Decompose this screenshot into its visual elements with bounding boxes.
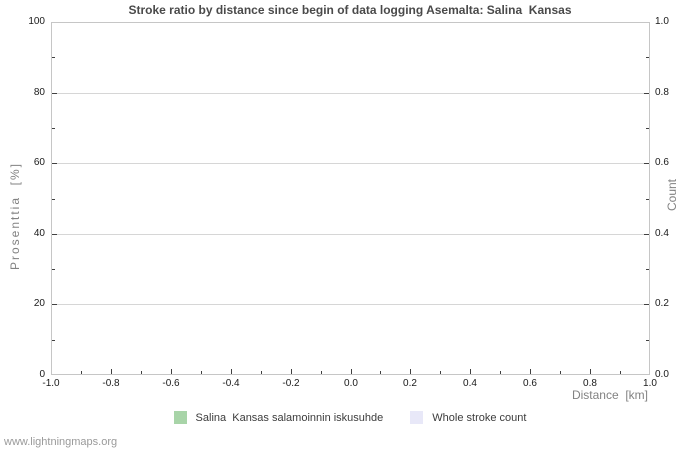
tick-label: 1.0 [643, 378, 657, 389]
tick-label: 0.4 [655, 228, 669, 239]
axis-tick [380, 371, 381, 374]
axis-tick [646, 340, 649, 341]
axis-tick [440, 371, 441, 374]
tick-label: -0.8 [102, 378, 120, 389]
tick-label: 80 [33, 87, 45, 98]
tick-label: 0.2 [655, 298, 669, 309]
watermark-text: www.lightningmaps.org [4, 436, 118, 448]
gridline [51, 234, 650, 235]
axis-tick [590, 369, 591, 374]
axis-tick [141, 371, 142, 374]
axis-tick [52, 234, 57, 235]
tick-label: 0.8 [655, 87, 669, 98]
axis-tick [644, 304, 649, 305]
axis-tick [291, 369, 292, 374]
legend-swatch-whole-stroke-count [410, 411, 424, 424]
plot-area [51, 22, 650, 375]
axis-tick [644, 234, 649, 235]
legend-label-stroke-ratio: Salina Kansas salamoinnin iskusuhde [195, 411, 384, 424]
axis-tick [261, 371, 262, 374]
axis-tick [646, 199, 649, 200]
axis-tick [52, 57, 55, 58]
axis-tick [500, 371, 501, 374]
tick-label: -1.0 [42, 378, 60, 389]
tick-label: 0.8 [583, 378, 597, 389]
gridline [51, 163, 650, 164]
axis-tick [201, 371, 202, 374]
tick-label: 0.0 [344, 378, 358, 389]
legend-item-whole-stroke-count: Whole stroke count [410, 411, 526, 424]
tick-label: 40 [33, 228, 45, 239]
axis-tick [620, 371, 621, 374]
axis-tick [530, 369, 531, 374]
axis-tick [646, 128, 649, 129]
axis-tick [351, 369, 352, 374]
axis-tick [81, 371, 82, 374]
axis-tick [410, 369, 411, 374]
gridline [51, 304, 650, 305]
legend: Salina Kansas salamoinnin iskusuhde Whol… [0, 411, 700, 424]
axis-tick [644, 93, 649, 94]
axis-tick [644, 163, 649, 164]
legend-swatch-stroke-ratio [173, 411, 187, 424]
axis-tick [52, 269, 55, 270]
axis-tick [52, 304, 57, 305]
gridline [51, 93, 650, 94]
axis-tick [52, 93, 57, 94]
axis-tick [231, 369, 232, 374]
y-axis-label-right: Count [665, 178, 679, 212]
tick-label: 20 [33, 298, 45, 309]
axis-tick [171, 369, 172, 374]
tick-label: 0.6 [655, 157, 669, 168]
axis-tick [470, 369, 471, 374]
chart-title: Stroke ratio by distance since begin of … [128, 3, 572, 17]
axis-tick [111, 369, 112, 374]
tick-label: 100 [28, 16, 45, 27]
x-axis-label: Distance [km] [571, 388, 648, 402]
axis-tick [52, 163, 57, 164]
tick-label: -0.4 [222, 378, 240, 389]
tick-label: 0.2 [403, 378, 417, 389]
tick-label: 1.0 [655, 16, 669, 27]
y-axis-label-left: Prosenttia [%] [8, 161, 22, 271]
axis-tick [321, 371, 322, 374]
axis-tick [646, 57, 649, 58]
tick-label: -0.6 [162, 378, 180, 389]
tick-label: 0.4 [463, 378, 477, 389]
tick-label: 0.6 [523, 378, 537, 389]
axis-tick [52, 199, 55, 200]
tick-label: 60 [33, 157, 45, 168]
tick-label: 0.0 [655, 369, 669, 380]
legend-label-whole-stroke-count: Whole stroke count [432, 411, 527, 424]
axis-tick [560, 371, 561, 374]
tick-label: -0.2 [282, 378, 300, 389]
axis-tick [52, 340, 55, 341]
axis-tick [52, 128, 55, 129]
legend-item-stroke-ratio: Salina Kansas salamoinnin iskusuhde [173, 411, 384, 424]
tick-label: 0 [39, 369, 45, 380]
axis-tick [646, 269, 649, 270]
